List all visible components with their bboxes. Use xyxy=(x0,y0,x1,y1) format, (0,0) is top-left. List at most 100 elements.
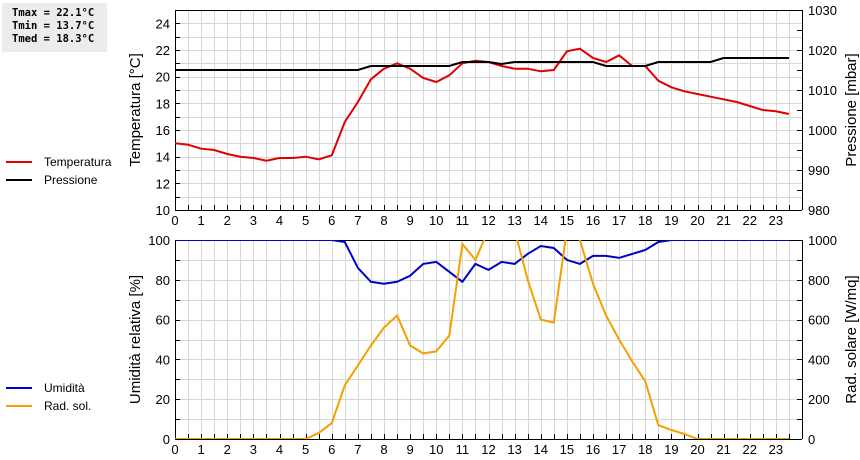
legend-bottom-chart: Umidità Rad. sol. xyxy=(6,379,91,415)
y-tick-label: 16 xyxy=(156,123,170,138)
x-tick-label: 22 xyxy=(743,213,757,228)
x-tick-label: 10 xyxy=(429,213,443,228)
x-tick-label: 1 xyxy=(198,213,205,228)
x-tick-label: 8 xyxy=(380,213,387,228)
x-tick-label: 19 xyxy=(664,442,678,457)
legend-item-pressione: Pressione xyxy=(6,171,111,189)
y2-tick-label: 0 xyxy=(808,432,815,447)
y-tick-label: 20 xyxy=(156,392,170,407)
y2-tick-label: 1000 xyxy=(808,123,837,138)
y2-tick-label: 1030 xyxy=(808,3,837,18)
legend-item-temperatura: Temperatura xyxy=(6,153,111,171)
x-tick-label: 12 xyxy=(481,213,495,228)
x-tick-label: 15 xyxy=(560,442,574,457)
legend-label: Temperatura xyxy=(44,155,112,169)
y2-axis-label: Rad. solare [W/mq] xyxy=(843,275,860,403)
x-tick-label: 9 xyxy=(407,442,414,457)
x-tick-label: 0 xyxy=(171,442,178,457)
x-tick-label: 10 xyxy=(429,442,443,457)
x-tick-label: 9 xyxy=(407,213,414,228)
legend-label: Umidità xyxy=(44,381,85,395)
y2-tick-label: 400 xyxy=(808,352,830,367)
legend-item-umidita: Umidità xyxy=(6,379,91,397)
x-tick-label: 7 xyxy=(354,213,361,228)
x-tick-label: 6 xyxy=(328,442,335,457)
x-tick-label: 18 xyxy=(638,442,652,457)
temperature-pressure-chart: 0 1 2 3 4 5 6 7 8 9 10 11 12 13 14 15 16 17 18 19 20 21 22 2310… xyxy=(127,3,860,228)
x-tick-label: 15 xyxy=(560,213,574,228)
legend-label: Rad. sol. xyxy=(44,399,92,413)
series-line-rad-sol- xyxy=(175,240,789,439)
y2-tick-label: 200 xyxy=(808,392,830,407)
y-tick-label: 40 xyxy=(156,352,170,367)
x-tick-label: 3 xyxy=(250,213,257,228)
x-tick-label: 1 xyxy=(198,442,205,457)
y-tick-label: 12 xyxy=(156,176,170,191)
x-tick-label: 21 xyxy=(716,213,730,228)
black-line-swatch-icon xyxy=(6,179,32,181)
y-tick-label: 80 xyxy=(156,273,170,288)
x-tick-label: 0 xyxy=(171,213,178,228)
x-tick-label: 4 xyxy=(276,213,283,228)
y-tick-label: 18 xyxy=(156,96,170,111)
x-tick-label: 12 xyxy=(481,442,495,457)
y2-tick-label: 600 xyxy=(808,313,830,328)
x-tick-label: 7 xyxy=(354,442,361,457)
tmed-label: Tmed = 18.3°C xyxy=(12,33,95,45)
x-tick-label: 4 xyxy=(276,442,283,457)
x-tick-label: 14 xyxy=(534,213,548,228)
y-tick-label: 14 xyxy=(156,150,170,165)
x-tick-label: 22 xyxy=(743,442,757,457)
y-tick-label: 22 xyxy=(156,43,170,58)
y-tick-label: 60 xyxy=(156,313,170,328)
y2-tick-label: 980 xyxy=(808,203,830,218)
y2-tick-label: 1000 xyxy=(808,233,837,248)
series-line-pressione xyxy=(175,57,789,71)
y-axis-label: Umidità relativa [%] xyxy=(127,275,144,404)
x-tick-label: 16 xyxy=(586,442,600,457)
y2-tick-label: 1020 xyxy=(808,43,837,58)
series-line-umidit- xyxy=(175,240,789,285)
x-tick-label: 14 xyxy=(534,442,548,457)
x-tick-label: 13 xyxy=(507,442,521,457)
x-tick-label: 5 xyxy=(302,213,309,228)
y-tick-label: 20 xyxy=(156,70,170,85)
x-tick-label: 20 xyxy=(690,213,704,228)
x-tick-label: 13 xyxy=(507,213,521,228)
humidity-radiation-chart: 0 1 2 3 4 5 6 7 8 9 10 11 12 13 14 15 16 17 18 19 20 21 22 2302… xyxy=(127,233,860,457)
y-tick-label: 0 xyxy=(163,432,170,447)
red-line-swatch-icon xyxy=(6,161,32,163)
blue-line-swatch-icon xyxy=(6,387,32,389)
x-tick-label: 2 xyxy=(224,442,231,457)
x-tick-label: 23 xyxy=(769,442,783,457)
x-tick-label: 23 xyxy=(769,213,783,228)
y-axis-label: Temperatura [°C] xyxy=(127,53,144,167)
y2-tick-label: 800 xyxy=(808,273,830,288)
y2-tick-label: 990 xyxy=(808,163,830,178)
temperature-stats-box: Tmax = 22.1°C Tmin = 13.7°C Tmed = 18.3°… xyxy=(2,3,107,52)
x-tick-label: 5 xyxy=(302,442,309,457)
y-tick-label: 100 xyxy=(148,233,170,248)
tmin-label: Tmin = 13.7°C xyxy=(12,20,95,32)
y-tick-label: 24 xyxy=(156,16,170,31)
x-tick-label: 17 xyxy=(612,442,626,457)
x-tick-label: 3 xyxy=(250,442,257,457)
x-tick-label: 17 xyxy=(612,213,626,228)
x-tick-label: 8 xyxy=(380,442,387,457)
x-tick-label: 20 xyxy=(690,442,704,457)
tmax-label: Tmax = 22.1°C xyxy=(12,7,95,19)
y-tick-label: 10 xyxy=(156,203,170,218)
x-tick-label: 2 xyxy=(224,213,231,228)
x-tick-label: 6 xyxy=(328,213,335,228)
x-tick-label: 21 xyxy=(716,442,730,457)
legend-item-rad-sol: Rad. sol. xyxy=(6,397,91,415)
x-tick-label: 19 xyxy=(664,213,678,228)
y2-tick-label: 1010 xyxy=(808,83,837,98)
x-tick-label: 11 xyxy=(456,442,470,457)
legend-top-chart: Temperatura Pressione xyxy=(6,153,111,189)
x-tick-label: 18 xyxy=(638,213,652,228)
legend-label: Pressione xyxy=(44,173,98,187)
x-tick-label: 16 xyxy=(586,213,600,228)
orange-line-swatch-icon xyxy=(6,405,32,407)
